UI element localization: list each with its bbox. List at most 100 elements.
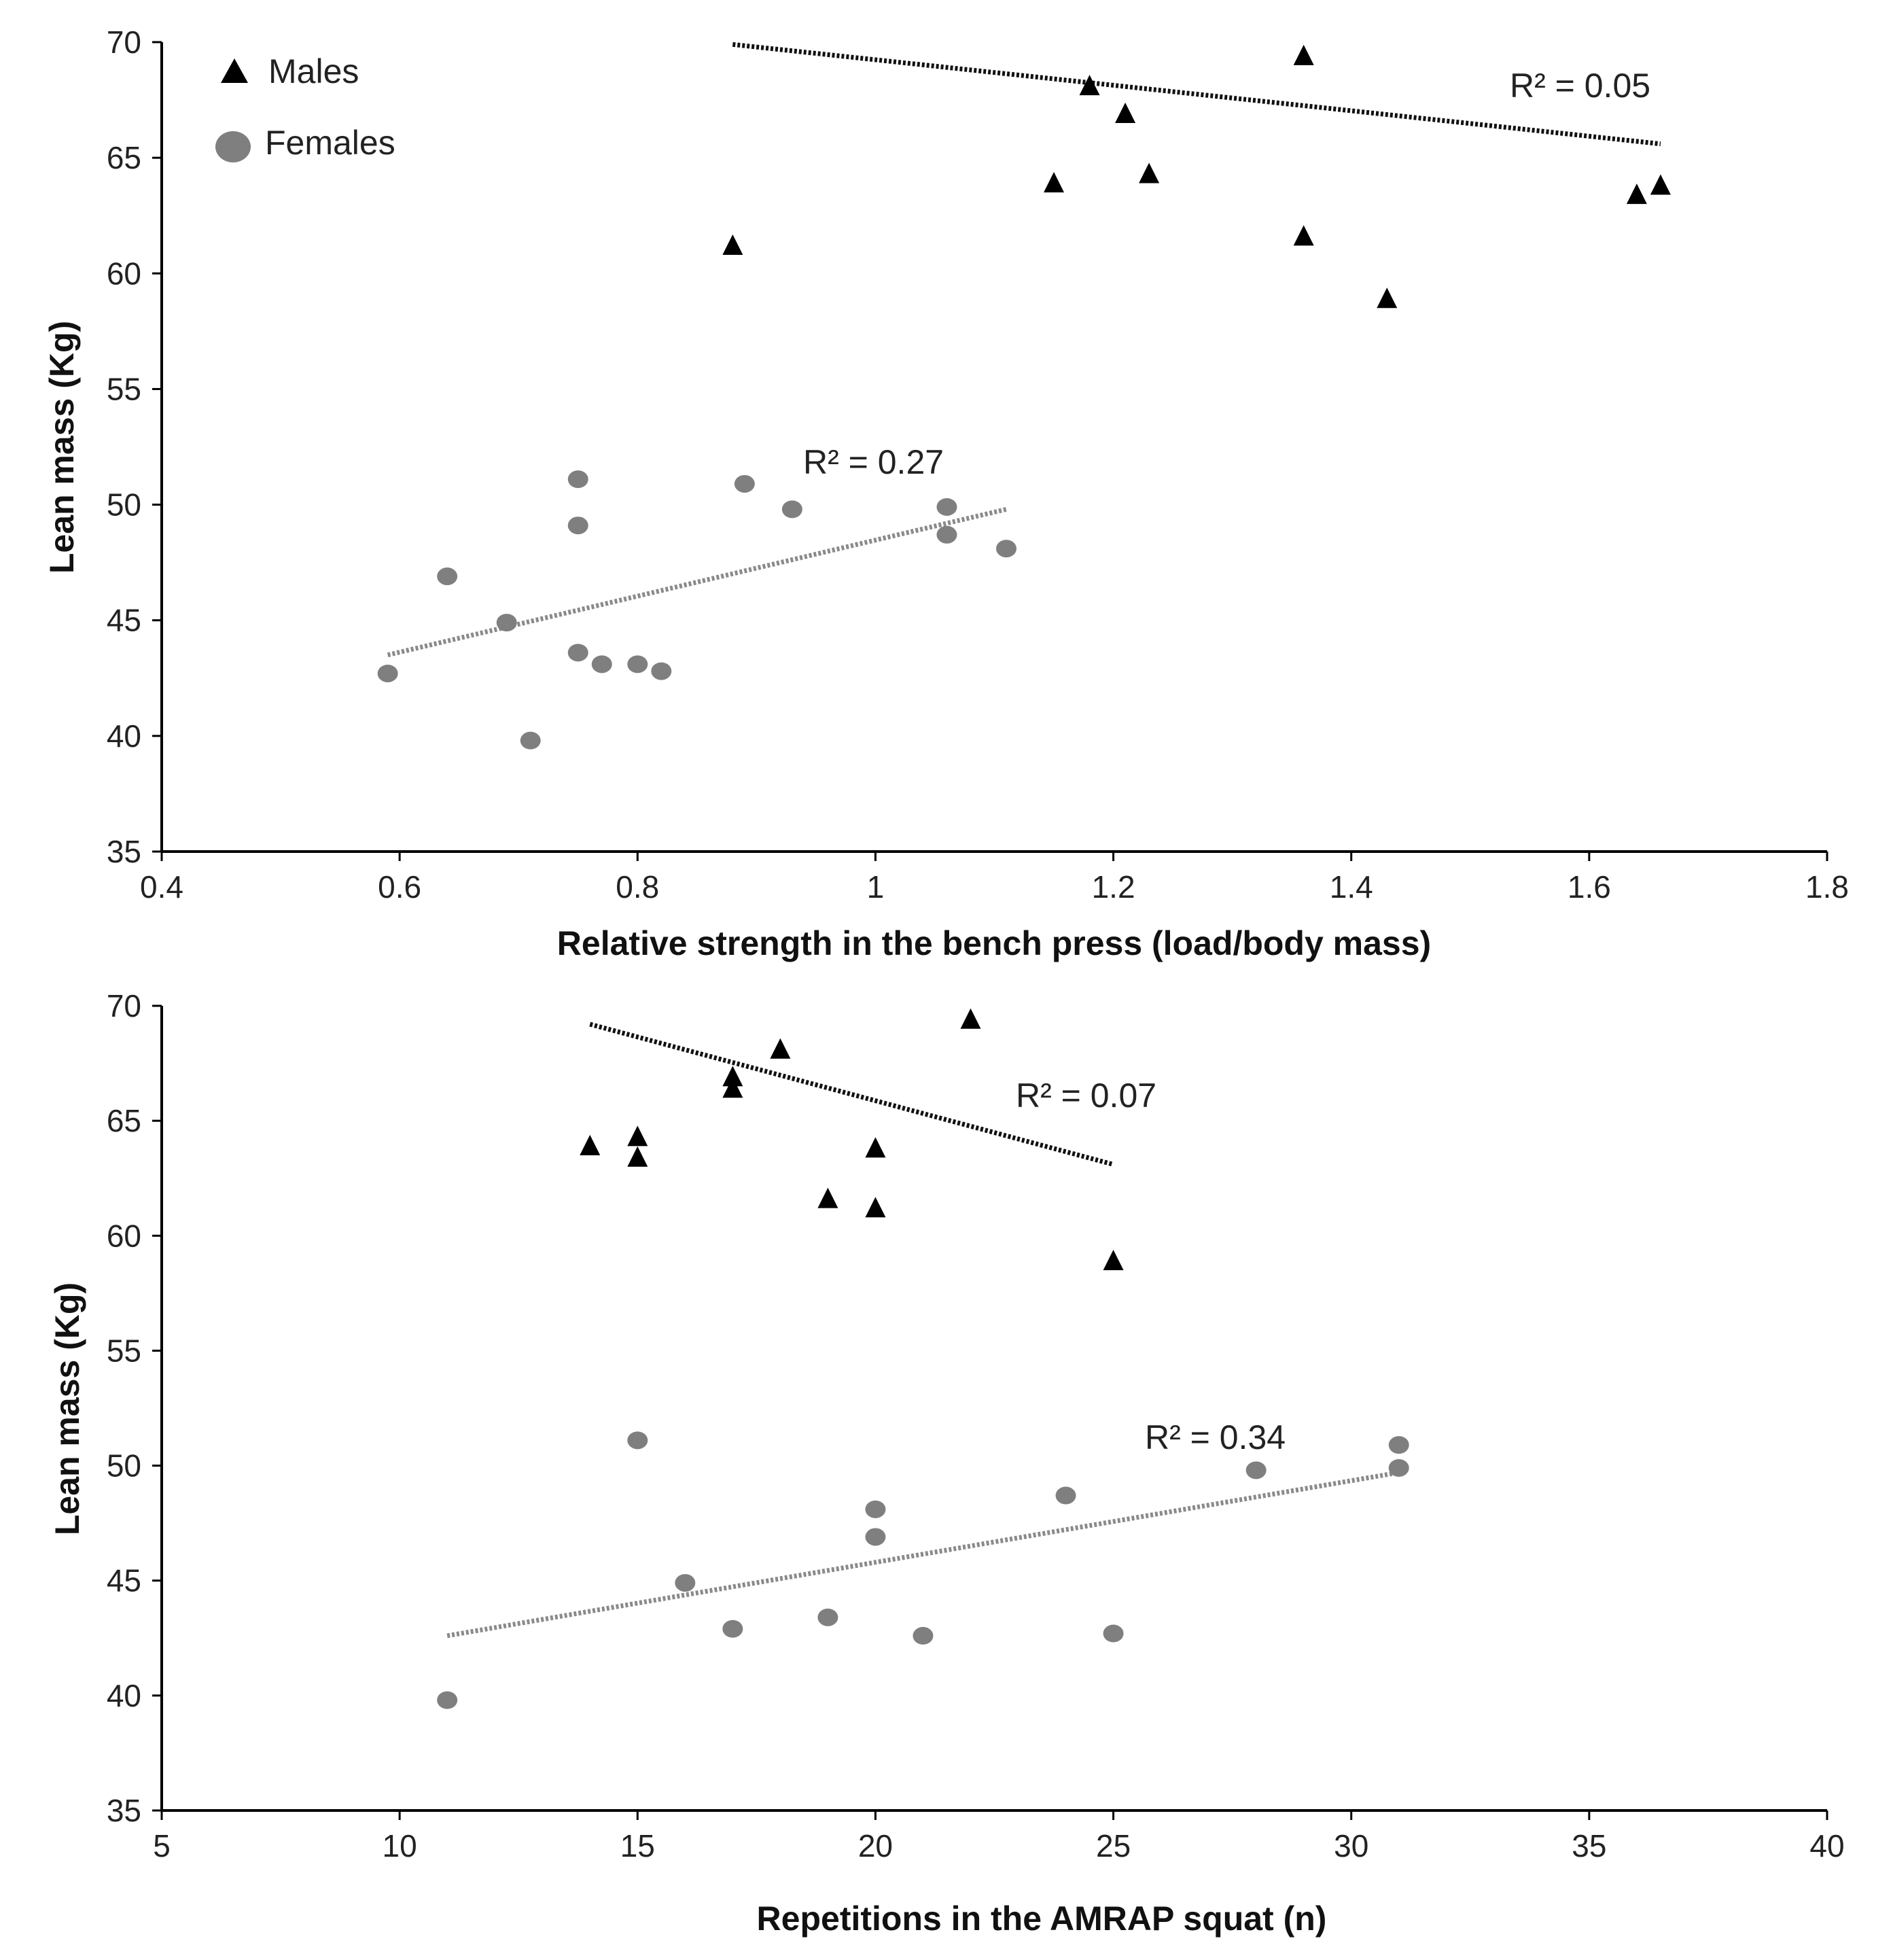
point-male — [865, 1137, 886, 1158]
point-female — [675, 1574, 696, 1592]
x-tick-label: 5 — [153, 1828, 171, 1863]
x-tick-label: 1.4 — [1330, 869, 1373, 905]
point-female — [1103, 1624, 1124, 1643]
point-female — [913, 1626, 934, 1645]
point-female — [1055, 1486, 1076, 1505]
y-tick-label: 45 — [107, 1563, 141, 1598]
x-tick-label: 1.8 — [1805, 869, 1849, 905]
legend-triangle-marker — [221, 58, 248, 83]
point-male — [1293, 44, 1314, 65]
point-female — [437, 1691, 458, 1709]
y-axis-label: Lean mass (Kg) — [43, 321, 81, 574]
x-tick-label: 15 — [620, 1828, 655, 1863]
point-female — [377, 664, 398, 682]
x-tick-label: 1.2 — [1092, 869, 1135, 905]
r2-label-males: R² = 0.05 — [1510, 67, 1650, 105]
legend-label-females: Females — [265, 124, 395, 162]
point-male — [865, 1197, 886, 1218]
x-tick-label: 0.4 — [140, 869, 183, 905]
point-male — [1377, 287, 1398, 309]
point-male — [627, 1146, 648, 1167]
y-tick-label: 35 — [107, 1793, 141, 1828]
point-female — [591, 655, 612, 673]
x-tick-label: 1.6 — [1568, 869, 1611, 905]
x-tick-label: 40 — [1809, 1828, 1844, 1863]
y-tick-label: 60 — [107, 1218, 141, 1253]
y-tick-label: 60 — [107, 256, 141, 291]
point-female — [567, 644, 588, 662]
x-tick-label: 1 — [867, 869, 885, 905]
x-tick-label: 10 — [383, 1828, 417, 1863]
data-points — [437, 1008, 1409, 1709]
point-female — [627, 1431, 648, 1450]
trend-line-females — [387, 506, 1007, 658]
x-tick-label: 25 — [1096, 1828, 1131, 1863]
x-tick-label: 35 — [1572, 1828, 1606, 1863]
point-female — [817, 1608, 838, 1626]
point-female — [520, 731, 541, 750]
point-male — [817, 1187, 838, 1208]
y-axis-label: Lean mass (Kg) — [48, 1282, 86, 1535]
point-female — [722, 1620, 743, 1638]
point-female — [437, 567, 458, 586]
y-tick-label: 50 — [107, 487, 141, 523]
point-female — [996, 540, 1017, 558]
point-female — [1388, 1436, 1409, 1454]
legend-label-males: Males — [268, 52, 359, 90]
point-female — [865, 1528, 886, 1546]
y-tick-label: 55 — [107, 371, 141, 406]
point-male — [1115, 102, 1136, 123]
x-axis-label: Repetitions in the AMRAP squat (n) — [757, 1900, 1327, 1938]
trend-line-males — [732, 41, 1661, 147]
point-male — [580, 1134, 601, 1155]
trend-lines — [446, 1021, 1400, 1639]
point-male — [1103, 1249, 1124, 1270]
y-ticks: 35 40 45 50 55 60 65 70 — [107, 988, 162, 1828]
chart-panel-amrap-squat: 5 10 15 20 25 30 35 40 35 40 45 50 55 60 65 70 Repetit… — [48, 988, 1845, 1938]
r2-label-females: R² = 0.27 — [803, 443, 944, 481]
y-tick-label: 35 — [107, 834, 141, 869]
y-tick-label: 65 — [107, 140, 141, 175]
x-tick-label: 0.8 — [616, 869, 659, 905]
point-female — [781, 500, 802, 519]
point-female — [627, 655, 648, 673]
r2-label-females: R² = 0.34 — [1145, 1418, 1286, 1456]
point-male — [1044, 172, 1065, 193]
point-male — [1079, 75, 1100, 96]
y-tick-label: 70 — [107, 988, 141, 1023]
point-female — [734, 474, 755, 493]
point-male — [722, 1066, 743, 1087]
y-tick-label: 40 — [107, 718, 141, 754]
point-female — [936, 497, 957, 516]
point-male — [1293, 225, 1314, 246]
x-tick-label: 0.6 — [378, 869, 421, 905]
x-tick-label: 20 — [858, 1828, 893, 1863]
y-tick-label: 65 — [107, 1103, 141, 1138]
chart-panel-bench-press: 0.4 0.6 0.8 1 1.2 1.4 1.6 1.8 3540455055606570 … — [43, 24, 1849, 962]
r2-label-males: R² = 0.07 — [1016, 1077, 1156, 1115]
point-male — [1139, 162, 1160, 183]
point-male — [1626, 183, 1647, 205]
point-female — [496, 614, 517, 632]
point-male — [1650, 174, 1671, 195]
y-ticks: 35 40 45 50 55 60 65 70 — [107, 24, 162, 869]
y-tick-label: 70 — [107, 24, 141, 60]
point-female — [865, 1500, 886, 1518]
point-female — [1388, 1458, 1409, 1477]
point-female — [936, 525, 957, 544]
point-female — [1245, 1461, 1267, 1480]
point-male — [722, 1077, 743, 1098]
point-male — [627, 1125, 648, 1147]
y-tick-label: 50 — [107, 1448, 141, 1484]
trend-lines — [387, 41, 1661, 658]
x-ticks: 0.4 0.6 0.8 1 1.2 1.4 1.6 1.8 — [140, 852, 1849, 905]
legend-circle-marker — [215, 131, 251, 162]
point-female — [567, 517, 588, 535]
point-male — [770, 1038, 791, 1059]
point-female — [567, 470, 588, 489]
trend-line-females — [446, 1470, 1400, 1639]
legend: Males Females — [215, 52, 395, 162]
x-axis-label: Relative strength in the bench press (lo… — [557, 924, 1431, 962]
point-male — [722, 234, 743, 255]
